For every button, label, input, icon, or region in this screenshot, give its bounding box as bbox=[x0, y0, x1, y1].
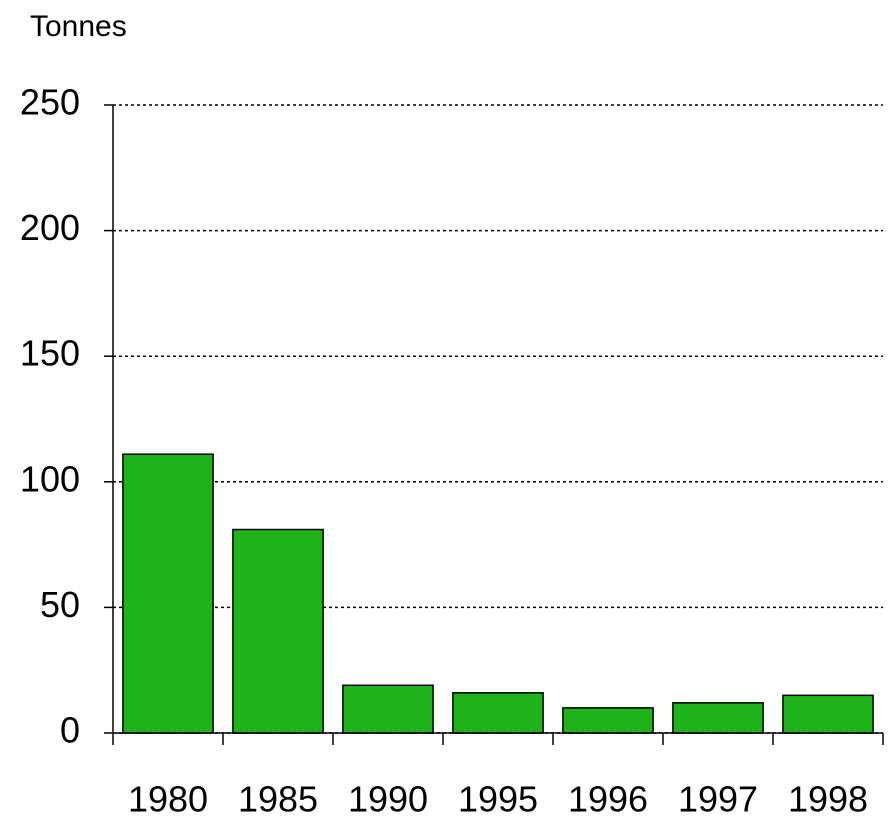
y-axis-label: Tonnes bbox=[30, 10, 127, 43]
y-tick-label: 250 bbox=[20, 82, 80, 123]
y-tick-label: 200 bbox=[20, 207, 80, 248]
bar bbox=[342, 684, 434, 734]
x-tick-label: 1997 bbox=[678, 779, 758, 820]
bar bbox=[122, 453, 214, 734]
x-tick-label: 1980 bbox=[128, 779, 208, 820]
y-tick-label: 50 bbox=[40, 584, 80, 625]
x-tick-label: 1995 bbox=[458, 779, 538, 820]
bar bbox=[452, 692, 544, 734]
x-tick-label: 1998 bbox=[788, 779, 868, 820]
bar bbox=[782, 694, 874, 734]
bar bbox=[232, 528, 324, 734]
x-tick-label: 1996 bbox=[568, 779, 648, 820]
bar bbox=[562, 707, 654, 734]
y-tick-label: 100 bbox=[20, 458, 80, 499]
x-tick-label: 1990 bbox=[348, 779, 428, 820]
x-tick-label: 1985 bbox=[238, 779, 318, 820]
bar bbox=[672, 702, 764, 734]
y-tick-label: 150 bbox=[20, 333, 80, 374]
y-tick-label: 0 bbox=[60, 710, 80, 751]
